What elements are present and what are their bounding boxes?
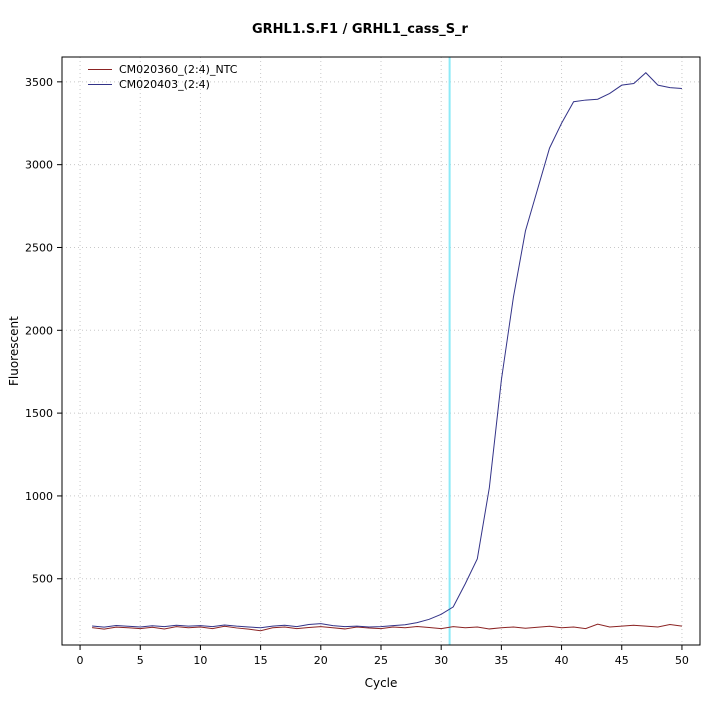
x-tick-label: 10	[193, 654, 207, 667]
y-tick-label: 1000	[25, 490, 53, 503]
x-tick-label: 40	[555, 654, 569, 667]
x-tick-label: 45	[615, 654, 629, 667]
y-tick-label: 2500	[25, 241, 53, 254]
x-tick-label: 25	[374, 654, 388, 667]
legend-line-swatch-sample	[88, 84, 112, 85]
x-tick-label: 15	[254, 654, 268, 667]
x-tick-label: 5	[137, 654, 144, 667]
legend-line-swatch-ntc	[88, 69, 112, 70]
series-line-1	[92, 72, 682, 629]
legend-entry-sample: CM020403_(2:4)	[88, 77, 237, 92]
x-tick-label: 20	[314, 654, 328, 667]
y-tick-label: 3000	[25, 159, 53, 172]
x-axis-label: Cycle	[364, 676, 398, 690]
x-tick-label: 50	[675, 654, 689, 667]
series-line-0	[92, 623, 683, 632]
y-tick-label: 2000	[25, 324, 53, 337]
chart-title: GRHL1.S.F1 / GRHL1_cass_S_r	[252, 22, 468, 37]
y-tick-label: 3500	[25, 76, 53, 89]
legend: CM020360_(2:4)_NTC CM020403_(2:4)	[88, 62, 237, 92]
y-axis-label: Fluorescent	[7, 316, 21, 386]
x-tick-label: 35	[494, 654, 508, 667]
x-tick-label: 0	[77, 654, 84, 667]
y-tick-label: 500	[32, 573, 53, 586]
x-tick-label: 30	[434, 654, 448, 667]
legend-entry-ntc: CM020360_(2:4)_NTC	[88, 62, 237, 77]
y-tick-label: 1500	[25, 407, 53, 420]
legend-label-ntc: CM020360_(2:4)_NTC	[119, 63, 238, 76]
legend-label-sample: CM020403_(2:4)	[119, 78, 210, 91]
